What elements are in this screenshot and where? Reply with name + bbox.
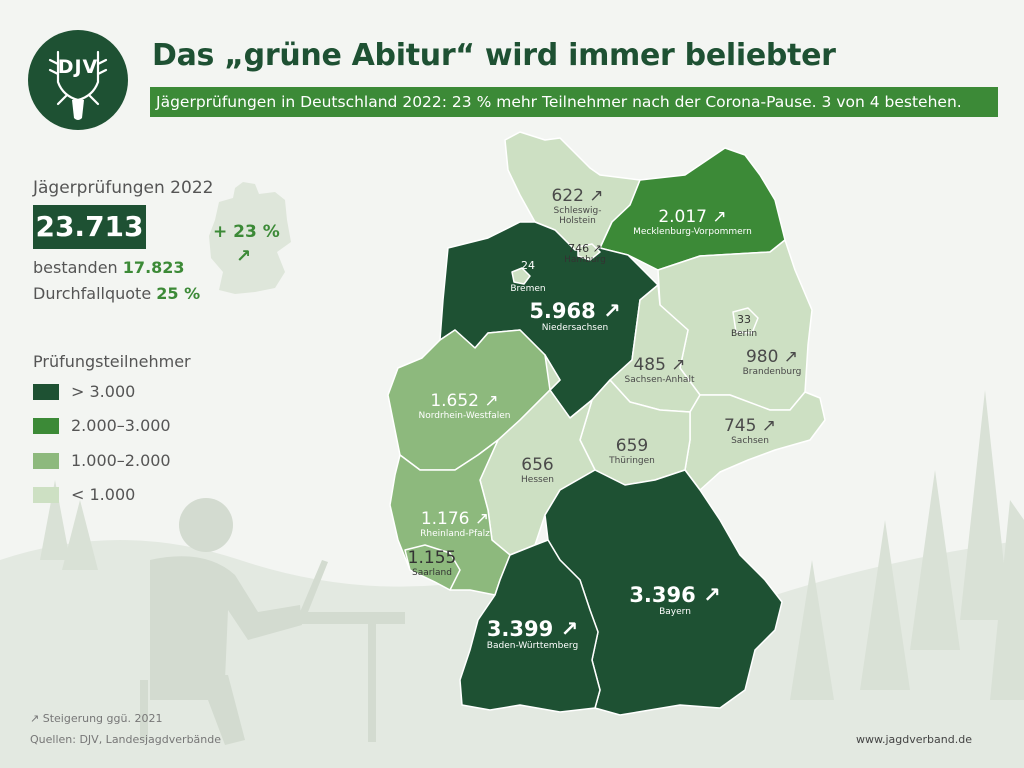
state-label-schleswig-holstein: 622 ↗ Schleswig- Holstein xyxy=(530,187,625,227)
legend-label: 1.000–2.000 xyxy=(71,451,171,470)
increase-arrow-icon: ↗ xyxy=(236,246,252,267)
state-name: Rheinland-Pfalz xyxy=(420,528,490,539)
passed-value: 17.823 xyxy=(122,258,185,277)
legend-swatch xyxy=(33,384,59,400)
legend-swatch xyxy=(33,418,59,434)
website-link[interactable]: www.jagdverband.de xyxy=(856,733,972,746)
subtitle-banner: Jägerprüfungen in Deutschland 2022: 23 %… xyxy=(150,87,998,117)
state-value: 746 ↗ xyxy=(568,242,602,255)
state-label-thueringen: 659 Thüringen xyxy=(597,437,667,466)
djv-logo: DJV xyxy=(28,30,128,130)
state-name: Berlin xyxy=(730,329,758,340)
state-value: 1.652 ↗ xyxy=(430,391,499,411)
increase-arrow-icon: ↗ xyxy=(603,299,621,323)
increase-arrow-icon: ↗ xyxy=(671,355,686,375)
state-name: Niedersachsen xyxy=(541,323,609,334)
state-label-bremen: 24 Bremen xyxy=(503,259,553,295)
legend-label: > 3.000 xyxy=(71,382,136,401)
state-value: 3.396 ↗ xyxy=(629,583,721,607)
state-baden-wuerttemberg[interactable] xyxy=(459,539,601,713)
increase-arrow-icon: ↗ xyxy=(592,242,602,255)
person-at-laptop-silhouette xyxy=(140,498,405,745)
increase-arrow-icon: ↗ xyxy=(474,509,490,529)
state-berlin[interactable] xyxy=(732,307,759,334)
increase-arrow-icon: ↗ xyxy=(703,583,721,607)
stats-label: Jägerprüfungen 2022 xyxy=(33,178,214,198)
passed-stat: bestanden 17.823 xyxy=(33,258,185,277)
logo-text: DJV xyxy=(57,56,99,78)
state-value: 622 ↗ xyxy=(551,186,604,206)
passed-label: bestanden xyxy=(33,258,118,277)
state-label-hessen: 656 Hessen xyxy=(505,456,570,485)
state-label-nordrhein-westfalen: 1.652 ↗ Nordrhein-Westfalen xyxy=(402,392,527,421)
state-name: Baden-Württemberg xyxy=(486,641,579,652)
increase-arrow-icon: ↗ xyxy=(783,347,799,367)
state-label-hamburg: 746 ↗ Hamburg xyxy=(555,242,615,266)
state-label-brandenburg: 980 ↗ Brandenburg xyxy=(728,348,816,377)
fail-rate-value: 25 % xyxy=(156,284,201,303)
state-value: 1.176 ↗ xyxy=(420,509,490,529)
legend-swatch xyxy=(33,453,59,469)
total-exams-value: 23.713 xyxy=(33,205,146,249)
state-name: Thüringen xyxy=(609,455,655,466)
legend-title: Prüfungsteilnehmer xyxy=(33,352,191,371)
state-label-mecklenburg-vorpommern: 2.017 ↗ Mecklenburg-Vorpommern xyxy=(620,208,765,237)
state-name: Hamburg xyxy=(564,255,606,266)
increase-arrow-icon: ↗ xyxy=(589,186,604,206)
fail-rate-stat: Durchfallquote 25 % xyxy=(33,284,200,303)
state-label-baden-wuerttemberg: 3.399 ↗ Baden-Württemberg xyxy=(470,617,595,652)
state-value: 745 ↗ xyxy=(723,416,777,436)
state-value: 659 xyxy=(615,436,649,456)
state-bremen[interactable] xyxy=(511,267,531,285)
state-value: 656 xyxy=(521,455,554,475)
state-name: Hessen xyxy=(521,474,554,485)
state-name: Sachsen xyxy=(731,435,769,446)
state-label-saarland: 1.155 Saarland xyxy=(400,549,464,578)
state-value: 485 ↗ xyxy=(633,355,686,375)
mini-germany-icon xyxy=(209,182,291,294)
state-label-sachsen: 745 ↗ Sachsen xyxy=(715,417,785,446)
legend-label: < 1.000 xyxy=(71,485,136,504)
fail-rate-label: Durchfallquote xyxy=(33,284,152,303)
legend-swatch xyxy=(33,487,59,503)
increase-arrow-icon: ↗ xyxy=(761,416,777,436)
state-label-rheinland-pfalz: 1.176 ↗ Rheinland-Pfalz xyxy=(410,510,500,539)
state-name: Schleswig- Holstein xyxy=(553,205,602,227)
footnote: ↗ Steigerung ggü. 2021 xyxy=(30,712,163,725)
state-name: Bremen xyxy=(510,284,546,295)
state-value: 2.017 ↗ xyxy=(658,207,727,227)
state-hamburg[interactable] xyxy=(577,243,601,261)
state-value: 24 xyxy=(521,259,535,272)
increase-arrow-icon: ↗ xyxy=(560,617,579,641)
state-label-bayern: 3.396 ↗ Bayern xyxy=(620,583,730,618)
state-value: 5.968 ↗ xyxy=(529,299,621,323)
tree-silhouettes xyxy=(40,390,1024,700)
page-title: Das „grüne Abitur“ wird immer beliebter xyxy=(152,38,836,73)
state-label-sachsen-anhalt: 485 ↗ Sachsen-Anhalt xyxy=(612,356,707,385)
increase-arrow-icon: ↗ xyxy=(484,391,499,411)
state-name: Saarland xyxy=(412,567,452,578)
state-label-niedersachsen: 5.968 ↗ Niedersachsen xyxy=(515,299,635,334)
state-value: 33 xyxy=(737,313,751,326)
state-name: Brandenburg xyxy=(742,366,802,377)
state-name: Bayern xyxy=(659,607,691,618)
legend-label: 2.000–3.000 xyxy=(71,416,171,435)
change-percentage: + 23 % xyxy=(213,222,280,242)
increase-arrow-icon: ↗ xyxy=(712,207,727,227)
state-label-berlin: 33 Berlin xyxy=(722,313,766,340)
state-name: Nordrhein-Westfalen xyxy=(418,410,511,421)
state-name: Sachsen-Anhalt xyxy=(624,374,695,385)
deer-antler-icon xyxy=(48,50,108,120)
sources: Quellen: DJV, Landesjagdverbände xyxy=(30,733,222,746)
state-name: Mecklenburg-Vorpommern xyxy=(633,226,752,237)
state-value: 3.399 ↗ xyxy=(486,617,579,641)
state-value: 980 ↗ xyxy=(745,347,799,367)
state-saarland[interactable] xyxy=(404,544,461,591)
state-value: 1.155 xyxy=(407,548,457,568)
